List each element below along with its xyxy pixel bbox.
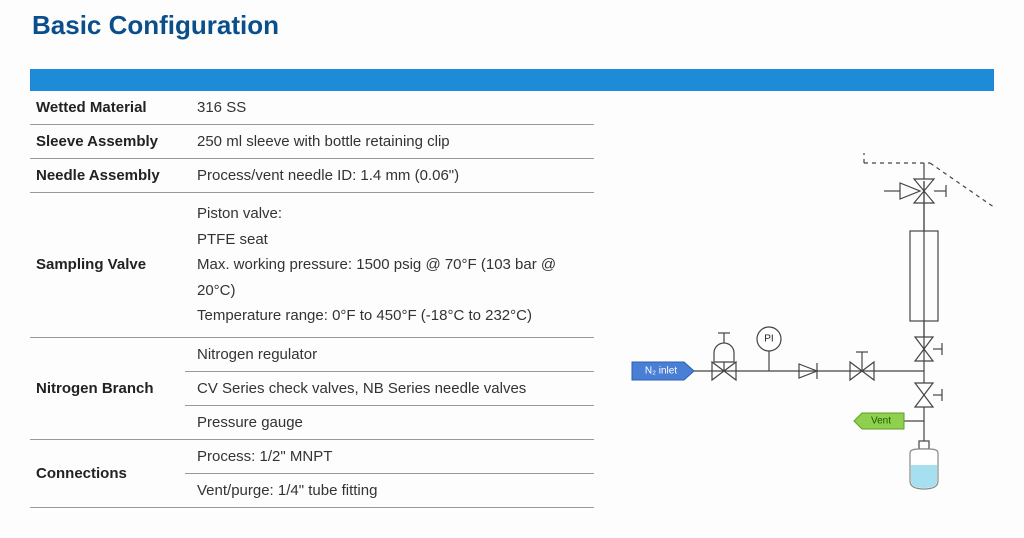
spec-value: Pressure gauge — [185, 405, 594, 439]
spec-value: Piston valve:PTFE seatMax. working press… — [185, 193, 594, 338]
spec-value: Vent/purge: 1/4" tube fitting — [185, 473, 594, 507]
heading-bar — [30, 69, 994, 91]
spec-value: CV Series check valves, NB Series needle… — [185, 371, 594, 405]
spec-label: Sleeve Assembly — [30, 125, 185, 159]
spec-label: Connections — [30, 439, 185, 507]
spec-value: Process/vent needle ID: 1.4 mm (0.06") — [185, 159, 594, 193]
spec-table: Wetted Material316 SSSleeve Assembly250 … — [30, 91, 594, 508]
piping-diagram: N₂ inlet PI Vent — [594, 91, 994, 511]
spec-label: Needle Assembly — [30, 159, 185, 193]
svg-text:PI: PI — [764, 334, 773, 345]
spec-value: Nitrogen regulator — [185, 337, 594, 371]
spec-value: 250 ml sleeve with bottle retaining clip — [185, 125, 594, 159]
spec-label: Wetted Material — [30, 91, 185, 125]
spec-value: Process: 1/2" MNPT — [185, 439, 594, 473]
spec-label: Nitrogen Branch — [30, 337, 185, 439]
svg-text:Vent: Vent — [871, 416, 891, 427]
svg-text:N₂ inlet: N₂ inlet — [645, 366, 677, 377]
spec-label: Sampling Valve — [30, 193, 185, 338]
spec-value: 316 SS — [185, 91, 594, 125]
page-title: Basic Configuration — [32, 10, 994, 41]
